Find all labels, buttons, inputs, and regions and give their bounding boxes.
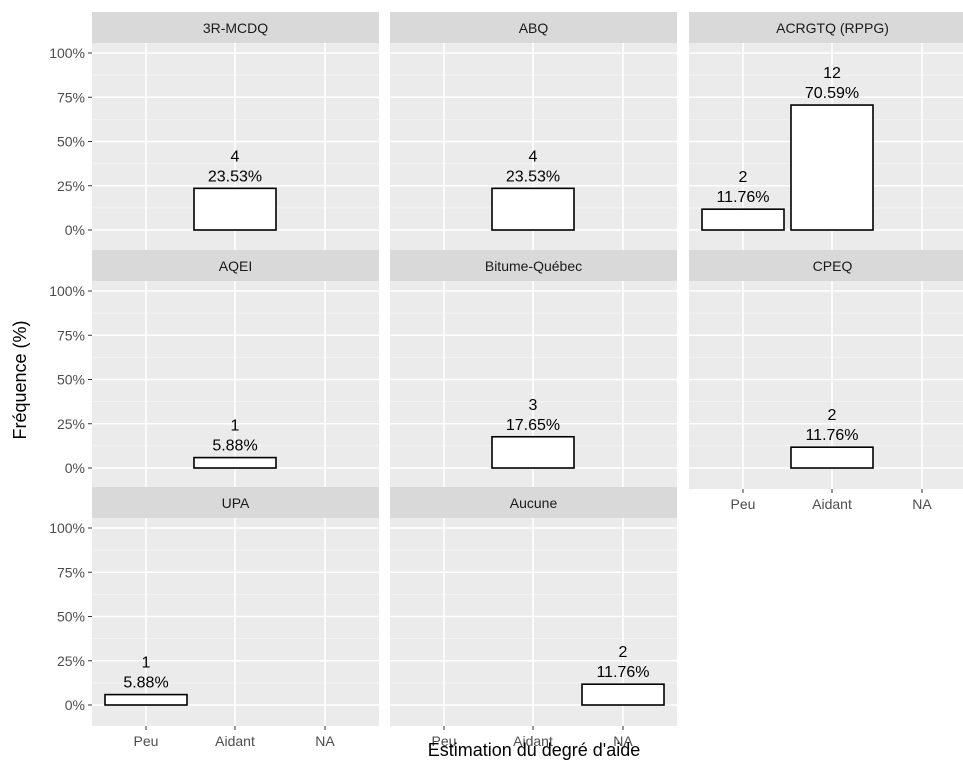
x-tick-label: Peu [134, 733, 159, 749]
bar-count-label: 2 [828, 407, 837, 424]
facet-panel: ACRGTQ (RPPG) 2 11.76% 12 70.59% [689, 12, 963, 251]
bar-count-label: 1 [142, 655, 151, 672]
facet-strip [390, 487, 677, 518]
x-tick-label: NA [315, 733, 335, 749]
facet-title: 3R-MCDQ [203, 20, 268, 36]
bar [491, 435, 575, 469]
facet-panel: UPA 0% 25% 50% 75% 100% Peu Aidant NA 1 5.88% [49, 487, 379, 749]
facet-panel: Aucune Peu Aidant NA 2 11.76% [390, 487, 677, 749]
facet-strip [689, 250, 963, 281]
bar-percent-label: 11.76% [805, 427, 858, 444]
y-tick-label: 25% [57, 178, 85, 194]
bar-count-label: 2 [619, 644, 628, 661]
y-tick-label: 75% [57, 327, 85, 343]
bar-count-label: 4 [529, 148, 538, 165]
facet-title: Aucune [510, 495, 558, 511]
x-tick-label: Aidant [513, 733, 553, 749]
facet-strip [390, 250, 677, 281]
y-tick-label: 75% [57, 89, 85, 105]
facet-panel: AQEI 0% 25% 50% 75% 100% 1 5.88% [49, 250, 379, 489]
facet-panels: 3R-MCDQ0%25%50%75%100%423.53%ABQ423.53%A… [49, 12, 963, 749]
x-tick-label: NA [613, 733, 633, 749]
bar [701, 208, 785, 231]
y-tick-label: 50% [57, 609, 85, 625]
x-tick-label: Aidant [215, 733, 255, 749]
bar-percent-label: 17.65% [506, 417, 560, 434]
facet-strip [92, 12, 379, 43]
bar-percent-label: 5.88% [212, 438, 257, 455]
y-tick-label: 50% [57, 134, 85, 150]
y-tick-label: 100% [49, 45, 85, 61]
bar-percent-label: 5.88% [123, 675, 168, 692]
bar [491, 187, 575, 231]
bar [193, 187, 277, 231]
y-tick-label: 100% [49, 283, 85, 299]
y-tick-label: 75% [57, 564, 85, 580]
facet-strip [689, 12, 963, 43]
bar-count-label: 2 [739, 169, 748, 186]
facet-panel: Bitume-Québec 3 17.65% [390, 250, 677, 489]
facet-strip [92, 487, 379, 518]
facet-title: ABQ [519, 20, 549, 36]
bar [581, 683, 665, 706]
bar-count-label: 4 [231, 148, 240, 165]
y-tick-label: 25% [57, 653, 85, 669]
facet-title: CPEQ [813, 258, 853, 274]
y-tick-label: 100% [49, 520, 85, 536]
bar [193, 456, 277, 469]
bar-percent-label: 11.76% [716, 189, 769, 206]
facet-title: UPA [222, 495, 250, 511]
y-tick-label: 25% [57, 416, 85, 432]
facet-strip [92, 250, 379, 281]
x-tick-label: NA [912, 496, 932, 512]
facet-strip [390, 12, 677, 43]
x-tick-label: Peu [731, 496, 756, 512]
bar-count-label: 1 [231, 418, 240, 435]
x-tick-label: Aidant [812, 496, 852, 512]
facet-panel: ABQ 4 23.53% [390, 12, 677, 251]
bar-count-label: 3 [529, 397, 538, 414]
bar-count-label: 12 [823, 65, 841, 82]
bar-percent-label: 23.53% [506, 168, 560, 185]
x-tick-label: Peu [432, 733, 457, 749]
x-axis-title: Estimation du degré d'aide [428, 740, 641, 760]
bar-percent-label: 23.53% [208, 168, 262, 185]
facet-panel: 3R-MCDQ 0% 25% 50% 75% 100% 4 23.53% [49, 12, 379, 251]
y-axis-title: Fréquence (%) [10, 320, 30, 439]
bar [790, 104, 874, 231]
facet-title: ACRGTQ (RPPG) [776, 20, 889, 36]
facet-title: AQEI [219, 258, 252, 274]
bar-percent-label: 70.59% [805, 85, 859, 102]
facet-title: Bitume-Québec [485, 258, 582, 274]
facet-panel: CPEQ Peu Aidant NA 2 11.76% [689, 250, 963, 512]
y-tick-label: 0% [65, 460, 85, 476]
y-tick-label: 0% [65, 697, 85, 713]
y-tick-label: 50% [57, 372, 85, 388]
y-tick-label: 0% [65, 222, 85, 238]
bar [790, 446, 874, 469]
bar-percent-label: 11.76% [596, 664, 649, 681]
bar [104, 693, 188, 706]
